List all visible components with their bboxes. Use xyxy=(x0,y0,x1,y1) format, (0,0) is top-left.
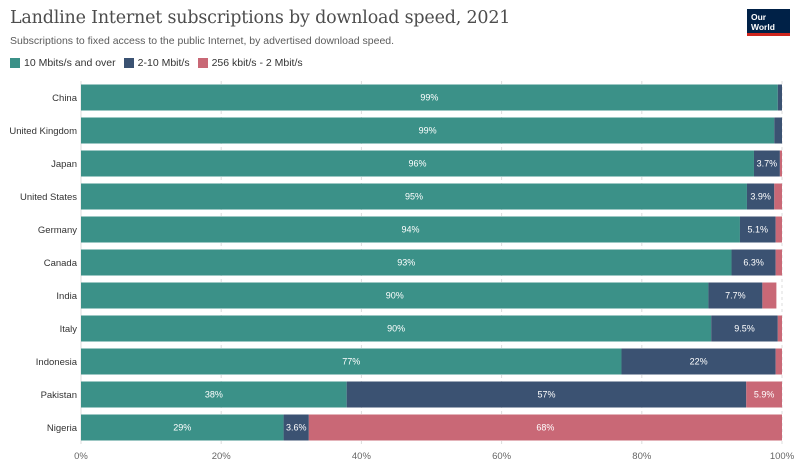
bar-canada-256-kbit-s-2-mbit-s[interactable] xyxy=(775,249,782,276)
bar-pakistan-256-kbit-s-2-mbit-s[interactable] xyxy=(746,381,782,408)
bar-nigeria-10-mbits-s-and-over[interactable] xyxy=(81,414,284,441)
chart-title: Landline Internet subscriptions by downl… xyxy=(10,8,511,28)
x-tick-label: 100% xyxy=(770,451,795,462)
legend: 10 Mbits/s and over 2-10 Mbit/s 256 kbit… xyxy=(10,57,311,69)
data-label-pakistan-256-kbit-s-2-mbit-s: 5.9% xyxy=(754,390,775,400)
logo-line-2: in Data xyxy=(751,32,780,42)
bar-indonesia-256-kbit-s-2-mbit-s[interactable] xyxy=(775,348,782,375)
category-label-japan: Japan xyxy=(51,159,77,170)
bar-pakistan-2-10-mbit-s[interactable] xyxy=(346,381,747,408)
bar-nigeria-2-10-mbit-s[interactable] xyxy=(283,414,309,441)
legend-item-2-10mbit[interactable]: 2-10 Mbit/s xyxy=(123,57,190,69)
bar-canada-10-mbits-s-and-over[interactable] xyxy=(81,249,732,276)
category-label-indonesia: Indonesia xyxy=(36,357,78,368)
bar-japan-256-kbit-s-2-mbit-s[interactable] xyxy=(779,150,782,177)
data-label-germany-10-mbits-s-and-over: 94% xyxy=(401,225,419,235)
owid-logo[interactable]: Our World in Data xyxy=(747,9,790,42)
category-label-united-states: United States xyxy=(20,192,77,203)
bar-united-states-256-kbit-s-2-mbit-s[interactable] xyxy=(774,183,782,210)
category-label-united-kingdom: United Kingdom xyxy=(9,126,77,137)
bar-italy-2-10-mbit-s[interactable] xyxy=(711,315,778,342)
legend-label-10mbit: 10 Mbits/s and over xyxy=(24,57,116,69)
bar-india-256-kbit-s-2-mbit-s[interactable] xyxy=(762,282,777,309)
legend-swatch-256kbit xyxy=(197,58,208,68)
data-label-germany-2-10-mbit-s: 5.1% xyxy=(748,225,769,235)
data-label-nigeria-10-mbits-s-and-over: 29% xyxy=(173,423,191,433)
x-tick-label: 60% xyxy=(492,451,512,462)
x-tick-label: 0% xyxy=(74,451,88,462)
category-label-nigeria: Nigeria xyxy=(47,423,78,434)
bar-china-2-10-mbit-s[interactable] xyxy=(777,84,782,111)
bar-germany-10-mbits-s-and-over[interactable] xyxy=(81,216,740,243)
category-label-pakistan: Pakistan xyxy=(41,390,77,401)
category-label-china: China xyxy=(52,93,78,104)
bar-japan-10-mbits-s-and-over[interactable] xyxy=(81,150,754,177)
logo-accent-bar xyxy=(747,33,790,36)
bar-indonesia-10-mbits-s-and-over[interactable] xyxy=(81,348,622,375)
legend-label-2-10mbit: 2-10 Mbit/s xyxy=(137,57,190,69)
bar-canada-2-10-mbit-s[interactable] xyxy=(731,249,776,276)
bar-japan-2-10-mbit-s[interactable] xyxy=(753,150,780,177)
legend-item-256kbit[interactable]: 256 kbit/s - 2 Mbit/s xyxy=(197,57,303,69)
data-label-india-2-10-mbit-s: 7.7% xyxy=(725,291,746,301)
bars: 99% 99% 96% 3.7% 95% 3.9% 94% 5.1% 93% 6.3% 90% 7.7… xyxy=(81,84,782,441)
category-label-germany: Germany xyxy=(38,225,77,236)
bar-germany-256-kbit-s-2-mbit-s[interactable] xyxy=(775,216,782,243)
data-label-italy-2-10-mbit-s: 9.5% xyxy=(734,324,755,334)
category-label-canada: Canada xyxy=(44,258,78,269)
data-label-pakistan-10-mbits-s-and-over: 38% xyxy=(205,390,223,400)
data-label-canada-2-10-mbit-s: 6.3% xyxy=(743,258,764,268)
legend-item-10mbit[interactable]: 10 Mbits/s and over xyxy=(10,57,116,69)
x-tick-label: 80% xyxy=(632,451,652,462)
bar-united-states-10-mbits-s-and-over[interactable] xyxy=(81,183,747,210)
legend-swatch-10mbit xyxy=(10,58,20,68)
data-label-italy-10-mbits-s-and-over: 90% xyxy=(387,324,405,334)
bar-united-kingdom-10-mbits-s-and-over[interactable] xyxy=(81,117,775,144)
data-label-pakistan-2-10-mbit-s: 57% xyxy=(537,390,555,400)
bar-pakistan-10-mbits-s-and-over[interactable] xyxy=(81,381,347,408)
chart-subtitle: Subscriptions to fixed access to the pub… xyxy=(10,35,395,47)
category-label-italy: Italy xyxy=(60,324,78,335)
data-label-india-10-mbits-s-and-over: 90% xyxy=(386,291,404,301)
x-axis-ticks: 0% 20% 40% 60% 80% 100% xyxy=(74,451,795,462)
legend-swatch-2-10mbit xyxy=(123,58,134,68)
data-label-nigeria-256-kbit-s-2-mbit-s: 68% xyxy=(536,423,554,433)
bar-united-states-2-10-mbit-s[interactable] xyxy=(746,183,775,210)
data-label-united-states-10-mbits-s-and-over: 95% xyxy=(405,192,423,202)
bar-united-kingdom-2-10-mbit-s[interactable] xyxy=(774,117,782,144)
legend-label-256kbit: 256 kbit/s - 2 Mbit/s xyxy=(211,57,303,69)
data-label-japan-2-10-mbit-s: 3.7% xyxy=(757,159,778,169)
data-label-united-states-2-10-mbit-s: 3.9% xyxy=(750,192,771,202)
bar-india-10-mbits-s-and-over[interactable] xyxy=(81,282,709,309)
x-tick-label: 20% xyxy=(212,451,232,462)
logo-line-1: Our World xyxy=(751,12,775,32)
bar-nigeria-256-kbit-s-2-mbit-s[interactable] xyxy=(308,414,782,441)
category-labels: China United Kingdom Japan United States Ger… xyxy=(9,93,77,434)
bar-china-10-mbits-s-and-over[interactable] xyxy=(81,84,778,111)
bar-india-2-10-mbit-s[interactable] xyxy=(708,282,763,309)
data-label-united-kingdom-10-mbits-s-and-over: 99% xyxy=(419,126,437,136)
data-label-japan-10-mbits-s-and-over: 96% xyxy=(408,159,426,169)
data-label-nigeria-2-10-mbit-s: 3.6% xyxy=(286,423,307,433)
x-tick-label: 40% xyxy=(352,451,372,462)
data-label-canada-10-mbits-s-and-over: 93% xyxy=(397,258,415,268)
bar-indonesia-2-10-mbit-s[interactable] xyxy=(621,348,776,375)
bar-italy-10-mbits-s-and-over[interactable] xyxy=(81,315,712,342)
category-label-india: India xyxy=(56,291,77,302)
data-label-indonesia-10-mbits-s-and-over: 77% xyxy=(342,357,360,367)
data-label-indonesia-2-10-mbit-s: 22% xyxy=(690,357,708,367)
bar-germany-2-10-mbit-s[interactable] xyxy=(739,216,776,243)
bar-italy-256-kbit-s-2-mbit-s[interactable] xyxy=(777,315,782,342)
data-label-china-10-mbits-s-and-over: 99% xyxy=(420,93,438,103)
